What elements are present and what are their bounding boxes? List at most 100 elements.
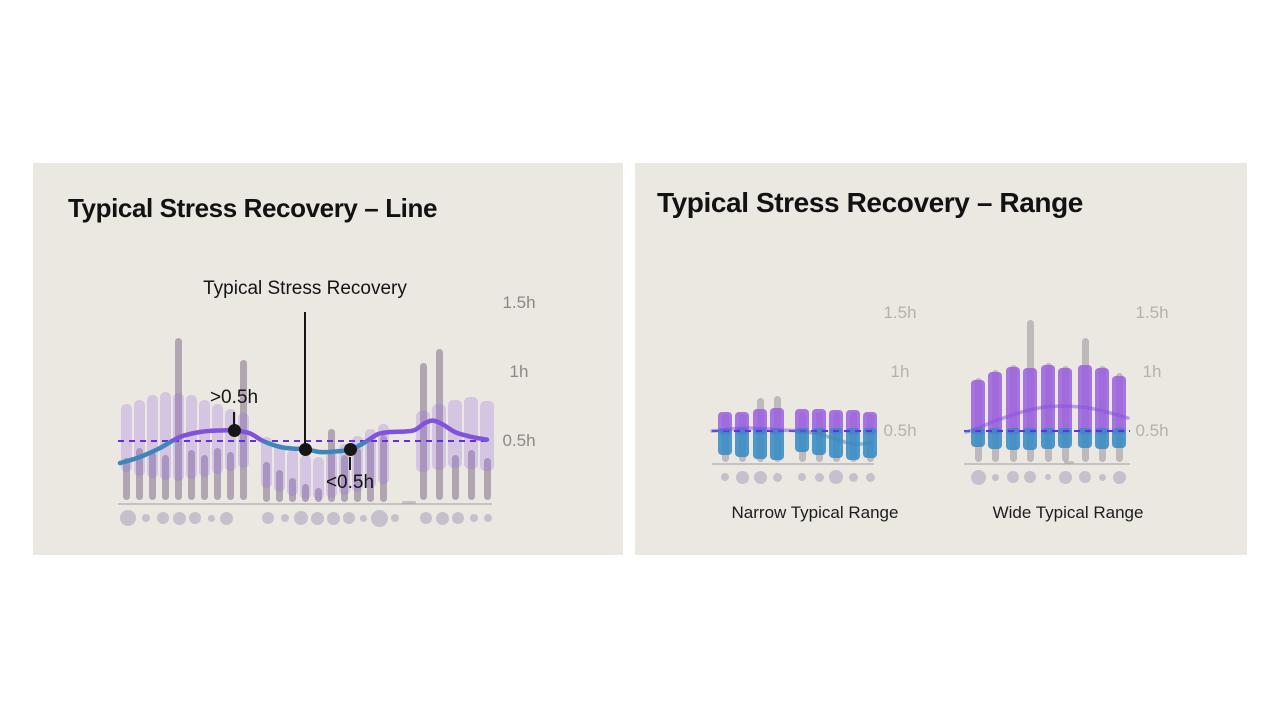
bubble-dot [219, 511, 233, 525]
spike-bar [135, 447, 143, 501]
bubble-dot [1058, 470, 1072, 484]
below-threshold-bar [1041, 428, 1055, 450]
above-threshold-bar [971, 380, 985, 434]
spike-bar [467, 449, 475, 501]
below-threshold-bar [1112, 428, 1126, 448]
typical-band-bar [432, 403, 446, 470]
y-tick-label: 1.5h [1135, 303, 1169, 322]
above-threshold-bar [1058, 368, 1072, 434]
spike-bar [213, 447, 221, 501]
y-tick-label: 1.5h [502, 293, 536, 312]
bubble-dot [157, 512, 169, 524]
typical-band-bar [325, 452, 337, 498]
typical-band-bar [377, 424, 389, 484]
above-threshold-bar [812, 409, 826, 434]
y-tick-label: 0.5h [883, 421, 917, 440]
card-line-chart: Typical Stress Recovery – Line [33, 163, 623, 555]
line-chart-title: Typical Stress Recovery – Line [68, 193, 438, 223]
spike-bar [262, 461, 270, 502]
spike-bar [148, 452, 156, 501]
typical-band-bar [448, 399, 462, 469]
typical-band-bar [198, 399, 210, 477]
spike-bar [187, 449, 195, 501]
bubble-dot [189, 512, 201, 524]
bubble-dot [484, 514, 492, 522]
bubble-dot [829, 470, 843, 484]
spike-bar [340, 454, 348, 502]
bubble-dot [172, 511, 186, 525]
below-threshold-bar [1078, 428, 1092, 448]
annotation-tick [349, 456, 351, 470]
above-threshold-bar [846, 409, 860, 434]
baseline [964, 463, 1130, 465]
card-range-chart: Typical Stress Recovery – Range [635, 163, 1247, 555]
below-threshold-bar [753, 428, 767, 459]
bubble-dot [814, 472, 824, 482]
typical-band-bar [273, 443, 285, 493]
typical-band-bar [338, 443, 350, 495]
annotation-label: Typical Stress Recovery [203, 278, 407, 299]
bubble-dot [970, 469, 986, 485]
spike-bar [483, 457, 491, 501]
below-threshold-bar [735, 428, 749, 457]
marker-dot [298, 442, 312, 456]
spike-bar [451, 454, 459, 501]
y-tick-label: 1.5h [883, 303, 917, 322]
spike-bar [301, 483, 309, 502]
bubble-dot [281, 514, 289, 522]
spike-bar [379, 435, 387, 502]
bubble-dot [262, 512, 274, 524]
typical-band-bar [120, 403, 132, 473]
bubble-dot [370, 509, 388, 527]
bubble-dot [1112, 470, 1126, 484]
bubble-dot [120, 510, 136, 526]
typical-band-bar [133, 399, 145, 477]
typical-band-bar [159, 392, 171, 481]
annotation-label: <0.5h [325, 472, 375, 493]
y-tick-label: 1h [890, 362, 910, 381]
bubble-dot [848, 472, 858, 482]
y-tick-label: 1h [509, 362, 529, 381]
baseline-dash [1064, 461, 1074, 464]
above-threshold-bar [1041, 364, 1055, 434]
below-threshold-bar [829, 428, 843, 459]
spike-bar [226, 452, 234, 501]
above-threshold-bar [1112, 375, 1126, 434]
annotation-label: >0.5h [209, 387, 259, 408]
above-threshold-bar [829, 409, 843, 434]
baseline-dash [402, 501, 416, 504]
bubble-dot [798, 473, 806, 481]
y-tick-label: 1h [1142, 362, 1162, 381]
typical-band-bar [146, 395, 158, 478]
wide-range-caption: Wide Typical Range [992, 503, 1144, 522]
spike-bar [314, 487, 322, 502]
above-threshold-bar [1078, 364, 1092, 434]
typical-band-bar [299, 454, 311, 499]
bubble-dot [1024, 471, 1036, 483]
spike-bar [275, 469, 283, 502]
bubble-dot [865, 472, 875, 482]
marker-dot [343, 443, 357, 457]
bubble-dot [391, 514, 399, 522]
bubble-dot [1045, 474, 1051, 480]
bubble-dot [753, 470, 767, 484]
below-threshold-bar [718, 428, 732, 455]
callout-line [304, 312, 306, 449]
bubble-dot [991, 473, 999, 481]
range-chart-title: Typical Stress Recovery – Range [657, 187, 1083, 218]
bubble-dot [1007, 471, 1019, 483]
typical-band-bar [312, 456, 324, 501]
baseline [712, 463, 874, 465]
typical-band-bar [260, 436, 272, 488]
bubble-dot [420, 512, 432, 524]
typical-band-bar [286, 449, 298, 497]
bubble-dot [772, 472, 782, 482]
below-threshold-bar [1023, 428, 1037, 450]
below-threshold-bar [812, 428, 826, 455]
typical-band-bar [172, 392, 184, 481]
typical-band-bar [211, 403, 223, 475]
spike-bar [288, 478, 296, 502]
above-threshold-bar [1023, 368, 1037, 434]
spike-bar [122, 457, 130, 501]
